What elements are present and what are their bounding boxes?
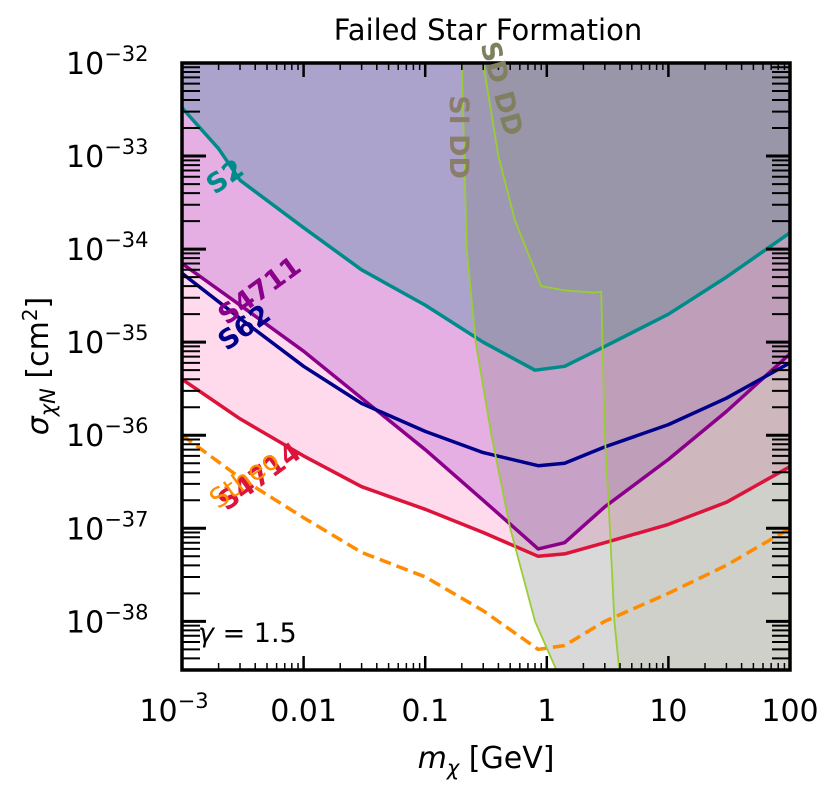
x-tick-label: 100 xyxy=(761,694,818,729)
line-si-dd xyxy=(460,63,559,670)
region-s4714 xyxy=(182,63,790,557)
gamma-annotation: γ = 1.5 xyxy=(198,618,297,649)
y-tick-label: 10−35 xyxy=(66,321,149,361)
chart-title: Failed Star Formation xyxy=(334,13,642,47)
axis-ticks xyxy=(180,61,792,670)
region-si-dd xyxy=(461,63,790,670)
y-axis-label: σχN [cm2] xyxy=(18,297,60,436)
line-s4711 xyxy=(182,262,790,551)
y-tick-label: 10−33 xyxy=(66,135,149,175)
line-s2 xyxy=(182,106,790,372)
x-tick-label: 0.1 xyxy=(401,694,449,729)
y-tick-label: 10−34 xyxy=(66,228,149,268)
x-axis-label: mχ [GeV] xyxy=(418,741,555,780)
line-sd-dd xyxy=(482,63,621,670)
y-tick-label: 10−36 xyxy=(66,414,149,454)
y-tick-labels: 10−32 10−33 10−34 10−35 10−36 10−37 10−38 xyxy=(66,42,149,640)
y-tick-label: 10−32 xyxy=(66,42,149,82)
line-s4714 xyxy=(182,377,790,559)
x-tick-labels: 10−3 0.01 0.1 1 10 100 xyxy=(139,689,818,729)
series-lines xyxy=(182,63,790,670)
plot-frame xyxy=(180,61,792,672)
plot-area xyxy=(182,63,790,670)
region-sd-dd xyxy=(483,63,790,670)
y-tick-label: 10−38 xyxy=(66,600,149,640)
y-tick-label: 10−37 xyxy=(66,507,149,547)
x-tick-label: 1 xyxy=(537,694,556,729)
x-tick-label: 10−3 xyxy=(139,689,208,729)
region-s4711 xyxy=(182,63,790,549)
x-tick-label: 10 xyxy=(649,694,687,729)
x-tick-label: 0.01 xyxy=(270,694,337,729)
line-s62 xyxy=(182,271,790,468)
shaded-regions xyxy=(182,63,790,670)
label-si-dd: SI DD xyxy=(443,95,474,179)
line-stheo xyxy=(182,433,790,652)
region-s2 xyxy=(182,63,790,371)
